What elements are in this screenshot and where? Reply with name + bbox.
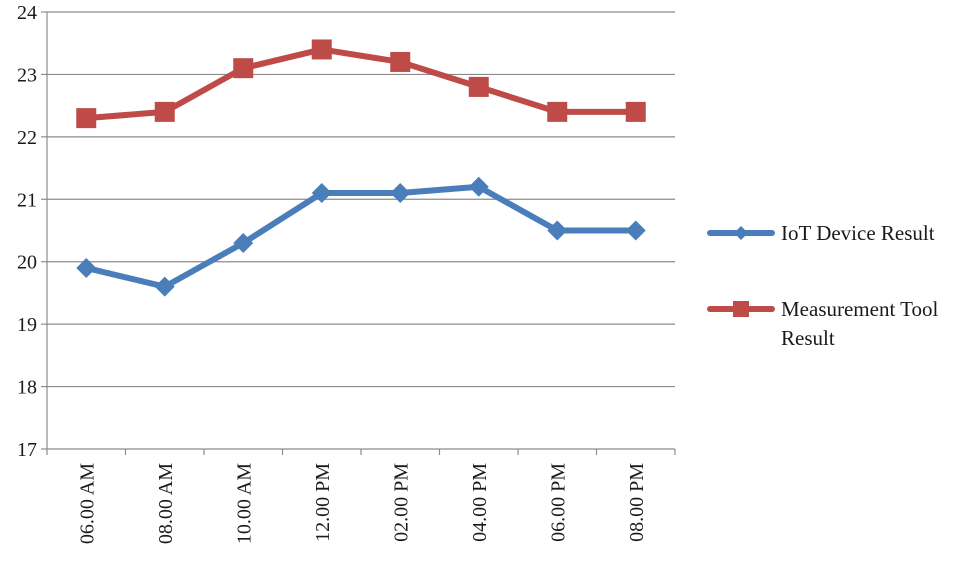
y-tick-label: 18 (17, 377, 37, 399)
data-point (468, 76, 489, 97)
series-line (83, 183, 639, 290)
series-line (83, 46, 639, 122)
legend-marker (734, 226, 748, 240)
legend-item: IoT Device Result (707, 221, 935, 245)
y-tick-label: 17 (17, 439, 37, 461)
legend: IoT Device Result Measurement Tool Result (707, 221, 939, 350)
x-tick-label: 02.00 PM (390, 463, 412, 542)
data-point (76, 257, 97, 278)
y-tick-label: 24 (17, 2, 37, 24)
data-point (154, 101, 175, 122)
data-point (625, 220, 646, 241)
y-tick-label: 19 (17, 314, 37, 336)
axes (41, 11, 676, 455)
y-tick-label: 23 (17, 64, 37, 86)
y-axis-tick-labels: 17 18 19 20 21 22 23 24 (17, 2, 37, 461)
legend-label: IoT Device Result (781, 221, 935, 245)
data-point (311, 39, 332, 60)
x-tick-label: 06.00 PM (547, 463, 569, 542)
x-tick-label: 08.00 AM (155, 463, 177, 544)
data-point (625, 101, 646, 122)
x-axis-tick-labels: 06.00 AM 08.00 AM 10.00 AM 12.00 PM 02.00 PM… (76, 463, 648, 544)
data-point (468, 176, 489, 197)
data-point (233, 58, 254, 79)
data-point (233, 232, 254, 253)
y-tick-label: 20 (17, 252, 37, 274)
y-tick-label: 22 (17, 127, 37, 149)
data-point (547, 220, 568, 241)
data-point (390, 51, 411, 72)
x-tick-label: 08.00 PM (626, 463, 648, 542)
data-series (76, 39, 646, 297)
legend-label: Result (781, 326, 835, 350)
series-measurement-tool-result (76, 39, 646, 129)
x-tick-label: 04.00 PM (469, 463, 491, 542)
series-iot-device-result (76, 176, 646, 297)
data-point (547, 101, 568, 122)
legend-marker (733, 301, 749, 317)
y-tick-label: 21 (17, 189, 37, 211)
x-tick-label: 10.00 AM (233, 463, 255, 544)
data-point (311, 183, 332, 204)
legend-item: Measurement Tool Result (707, 297, 939, 350)
data-point (76, 108, 97, 129)
data-point (154, 276, 175, 297)
x-tick-label: 06.00 AM (76, 463, 98, 544)
x-tick-label: 12.00 PM (312, 463, 334, 542)
gridlines (47, 11, 675, 388)
data-point (390, 183, 411, 204)
legend-label: Measurement Tool (781, 297, 939, 321)
